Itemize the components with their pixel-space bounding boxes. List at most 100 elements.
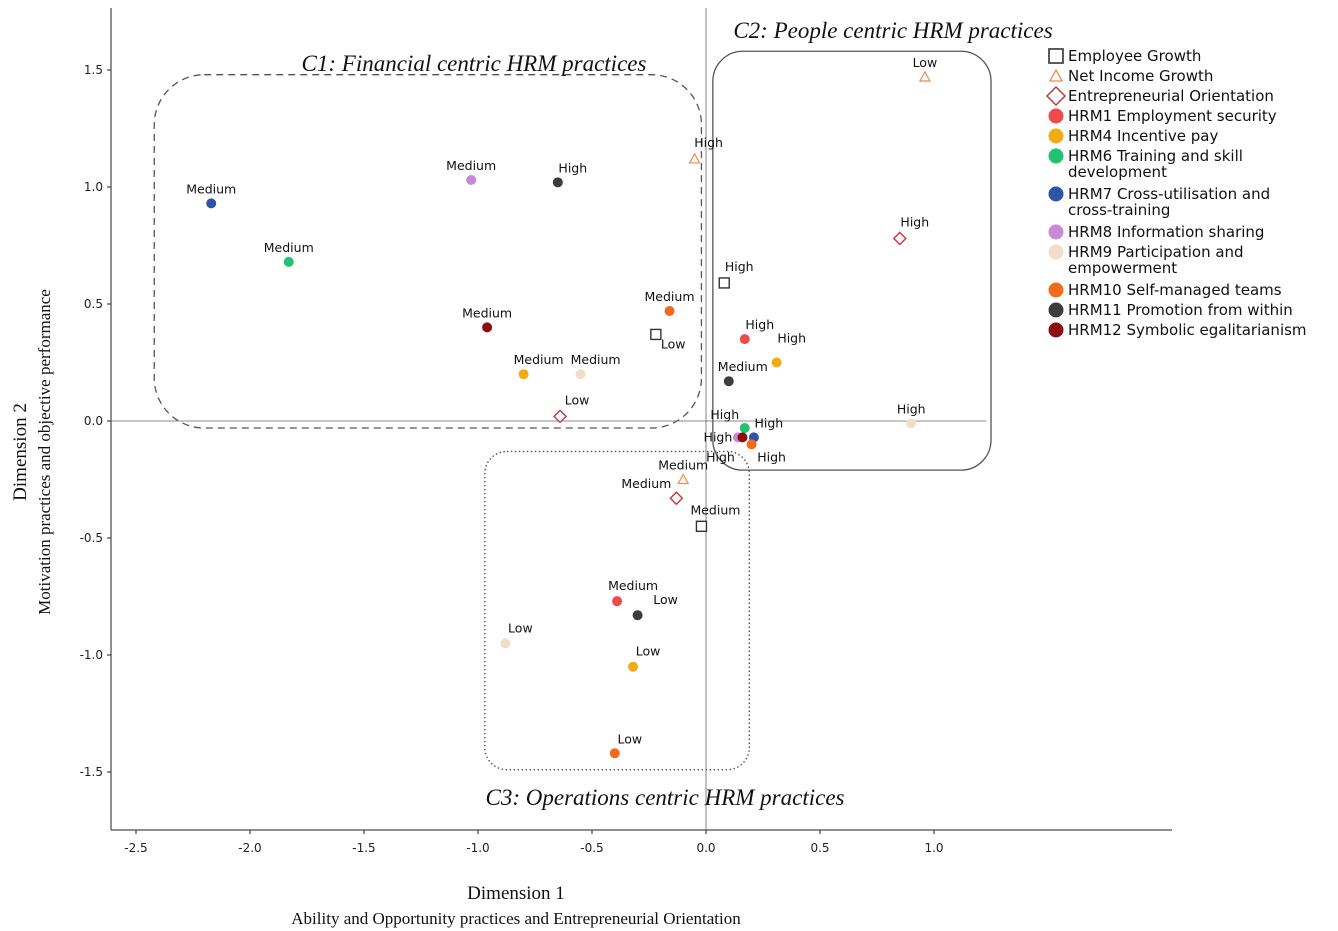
- data-label: Low: [653, 592, 678, 607]
- data-point: [612, 596, 623, 607]
- data-label: Low: [661, 336, 686, 351]
- data-label: Low: [565, 392, 590, 407]
- data-point: [771, 357, 782, 368]
- legend-label: HRM8 Information sharing: [1068, 223, 1264, 241]
- legend-label: Employee Growth: [1068, 47, 1201, 65]
- legend-item-8: HRM8 Information sharing: [1048, 223, 1264, 241]
- data-point: [688, 152, 701, 164]
- legend-item-10: HRM10 Self-managed teams: [1048, 281, 1282, 299]
- data-label: Low: [508, 620, 533, 635]
- legend-label: HRM1 Employment security: [1068, 107, 1277, 125]
- axes: -2.5 -2.0 -1.5 -1.0 -0.5 0.0 0.5 1.0 1.5 1.0 0.5 0.…: [80, 8, 1172, 855]
- data-point: [739, 423, 750, 434]
- data-label: Medium: [446, 158, 496, 173]
- y-tick-label: 1.0: [84, 180, 103, 194]
- legend-marker: [1045, 85, 1067, 107]
- legend-marker: [1048, 244, 1064, 260]
- point-labels: HighLowMediumLowHighMediumHighLowMediumH…: [186, 55, 937, 746]
- data-label: Medium: [645, 289, 695, 304]
- data-point: [628, 661, 639, 672]
- data-point: [892, 231, 907, 246]
- data-point: [206, 198, 217, 209]
- legend-marker: [1048, 302, 1064, 318]
- data-label: High: [710, 407, 739, 422]
- cluster-box-c2: [712, 50, 992, 471]
- legend-item-1: Employee Growth: [1048, 47, 1201, 65]
- data-point: [632, 610, 643, 621]
- cluster-boxes: [153, 50, 992, 771]
- data-point: [552, 177, 563, 188]
- data-label: Medium: [571, 352, 621, 367]
- data-point: [906, 418, 917, 429]
- series-6: [283, 256, 750, 434]
- data-label: Medium: [186, 181, 236, 196]
- cluster-label-c1: C1: Financial centric HRM practices: [302, 51, 647, 76]
- legend-item-12: HRM12 Symbolic egalitarianism: [1048, 321, 1307, 339]
- data-label: Medium: [690, 502, 740, 517]
- series-9: [500, 369, 917, 649]
- series-1: [650, 277, 730, 532]
- series-11: [552, 177, 734, 621]
- x-tick-label: 1.0: [924, 841, 943, 855]
- legend-label: HRM9 Participation and empowerment: [1068, 243, 1244, 277]
- data-label: Low: [617, 731, 642, 746]
- x-tick-label: -2.5: [124, 841, 147, 855]
- y-axis-subtitle: Motivation practices and objective perfo…: [35, 289, 54, 615]
- legend-marker: [1048, 108, 1064, 124]
- data-point: [609, 748, 620, 759]
- data-label: High: [558, 160, 587, 175]
- data-point: [669, 491, 684, 506]
- cluster-box-c1: [153, 74, 703, 429]
- data-label: Medium: [608, 578, 658, 593]
- legend-label: Entrepreneurial Orientation: [1068, 87, 1274, 105]
- y-tick-label: 1.5: [84, 63, 103, 77]
- data-point: [664, 306, 675, 317]
- x-tick-label: -2.0: [238, 841, 261, 855]
- cluster-box-c3: [484, 450, 751, 771]
- data-point: [737, 432, 748, 443]
- x-axis-subtitle: Ability and Opportunity practices and En…: [291, 909, 741, 928]
- data-point: [553, 409, 568, 424]
- data-label: High: [725, 259, 754, 274]
- legend-marker: [1048, 128, 1064, 144]
- data-point: [518, 369, 529, 380]
- data-point: [723, 376, 734, 387]
- cluster-label-c3: C3: Operations centric HRM practices: [486, 785, 845, 810]
- x-tick-label: -1.5: [352, 841, 375, 855]
- legend-marker: [1048, 68, 1064, 82]
- legend-item-7: HRM7 Cross-utilisation and cross-training: [1048, 185, 1270, 219]
- x-axis-title: Dimension 1: [467, 883, 565, 904]
- data-point: [918, 70, 931, 82]
- legend-label: Net Income Growth: [1068, 67, 1213, 85]
- cluster-label-c2: C2: People centric HRM practices: [733, 18, 1052, 43]
- data-point: [718, 277, 730, 289]
- data-label: High: [755, 415, 784, 430]
- legend-label: HRM7 Cross-utilisation and cross-training: [1068, 185, 1270, 219]
- data-label: High: [900, 214, 929, 229]
- series-4: [612, 334, 750, 607]
- x-tick-label: 0.0: [696, 841, 715, 855]
- legend-item-2: Net Income Growth: [1048, 67, 1213, 85]
- x-tick-label: -0.5: [580, 841, 603, 855]
- y-axis-title: Dimension 2: [10, 403, 31, 501]
- data-label: Medium: [462, 305, 512, 320]
- data-point: [283, 256, 294, 267]
- data-label: Medium: [621, 476, 671, 491]
- y-tick-label: -1.0: [80, 648, 103, 662]
- legend-item-5: HRM4 Incentive pay: [1048, 127, 1219, 145]
- legend-marker: [1048, 148, 1064, 164]
- series-10: [609, 306, 757, 759]
- data-point: [500, 638, 511, 649]
- data-label: Medium: [264, 240, 314, 255]
- series-3: [553, 231, 907, 506]
- legend-item-6: HRM6 Training and skill development: [1048, 147, 1243, 181]
- legend-marker: [1048, 282, 1064, 298]
- y-tick-label: -1.5: [80, 765, 103, 779]
- data-label: Medium: [658, 458, 708, 473]
- data-point: [482, 322, 493, 333]
- data-point: [746, 439, 757, 450]
- legend: Employee Growth Net Income Growth Entrepre…: [1045, 47, 1307, 339]
- legend-item-11: HRM11 Promotion from within: [1048, 301, 1293, 319]
- series-12: [482, 322, 748, 443]
